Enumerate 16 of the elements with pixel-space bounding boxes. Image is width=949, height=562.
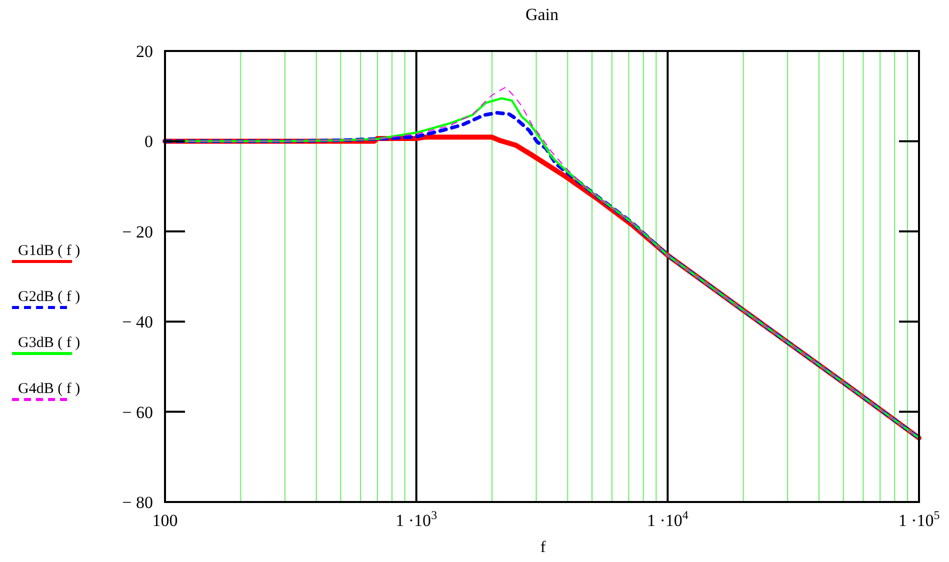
y-tick-label: − 60 [122, 402, 153, 422]
x-tick-label: 1 ·10$^{4}$ [646, 508, 688, 530]
x-tick-label: 1 ·10$^{3}$ [396, 508, 438, 530]
x-tick-label: 1 ·10$^{5}$ [898, 508, 940, 530]
y-tick-label: − 20 [122, 222, 153, 242]
legend-label: G2dB ( f ) [18, 289, 80, 305]
chart-title: Gain [525, 5, 560, 24]
legend-label: G1dB ( f ) [18, 243, 80, 259]
legend-label: G3dB ( f ) [18, 335, 80, 351]
y-tick-label: − 80 [122, 493, 153, 512]
x-axis-title: f [540, 539, 546, 556]
x-tick-label: 100 [152, 511, 178, 530]
y-tick-label: 20 [136, 42, 153, 61]
y-tick-label: − 40 [122, 312, 153, 332]
y-tick-label: 0 [144, 132, 153, 152]
legend-label: G4dB ( f ) [18, 381, 80, 397]
